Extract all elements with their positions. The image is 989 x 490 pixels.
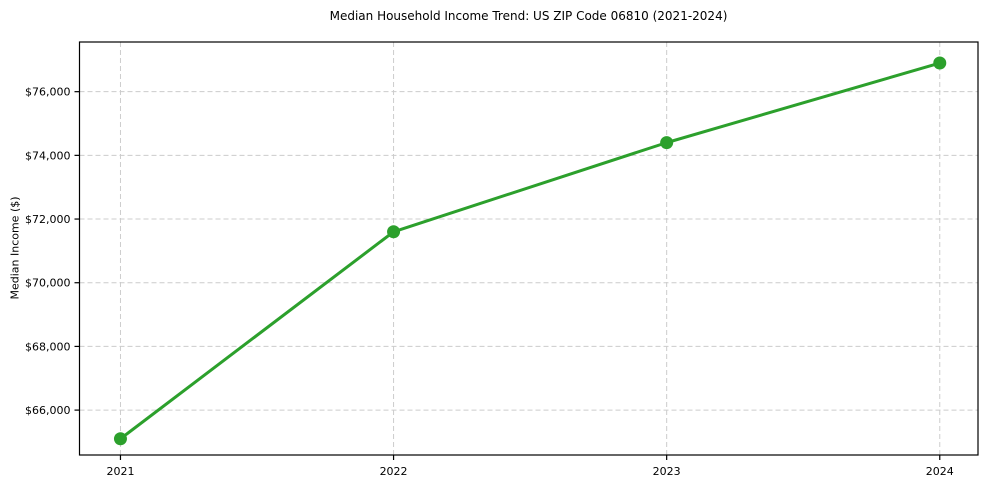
data-point-2021 — [113, 432, 127, 446]
chart-title: Median Household Income Trend: US ZIP Co… — [329, 9, 728, 23]
y-tick-label: $66,000 — [25, 404, 71, 417]
data-point-2024 — [933, 56, 947, 70]
data-point-2023 — [660, 136, 674, 150]
y-tick-label: $76,000 — [25, 86, 71, 99]
data-point-2022 — [387, 225, 401, 239]
y-tick-label: $74,000 — [25, 149, 71, 162]
y-tick-label: $68,000 — [25, 340, 71, 353]
x-tick-label: 2024 — [926, 465, 954, 478]
trend-line — [118, 61, 942, 441]
plot-border — [78, 41, 979, 456]
y-tick-label: $70,000 — [25, 277, 71, 290]
x-tick-label: 2023 — [653, 465, 681, 478]
x-tick-label: 2021 — [106, 465, 134, 478]
x-tick-label: 2022 — [380, 465, 408, 478]
y-tick-label: $72,000 — [25, 213, 71, 226]
